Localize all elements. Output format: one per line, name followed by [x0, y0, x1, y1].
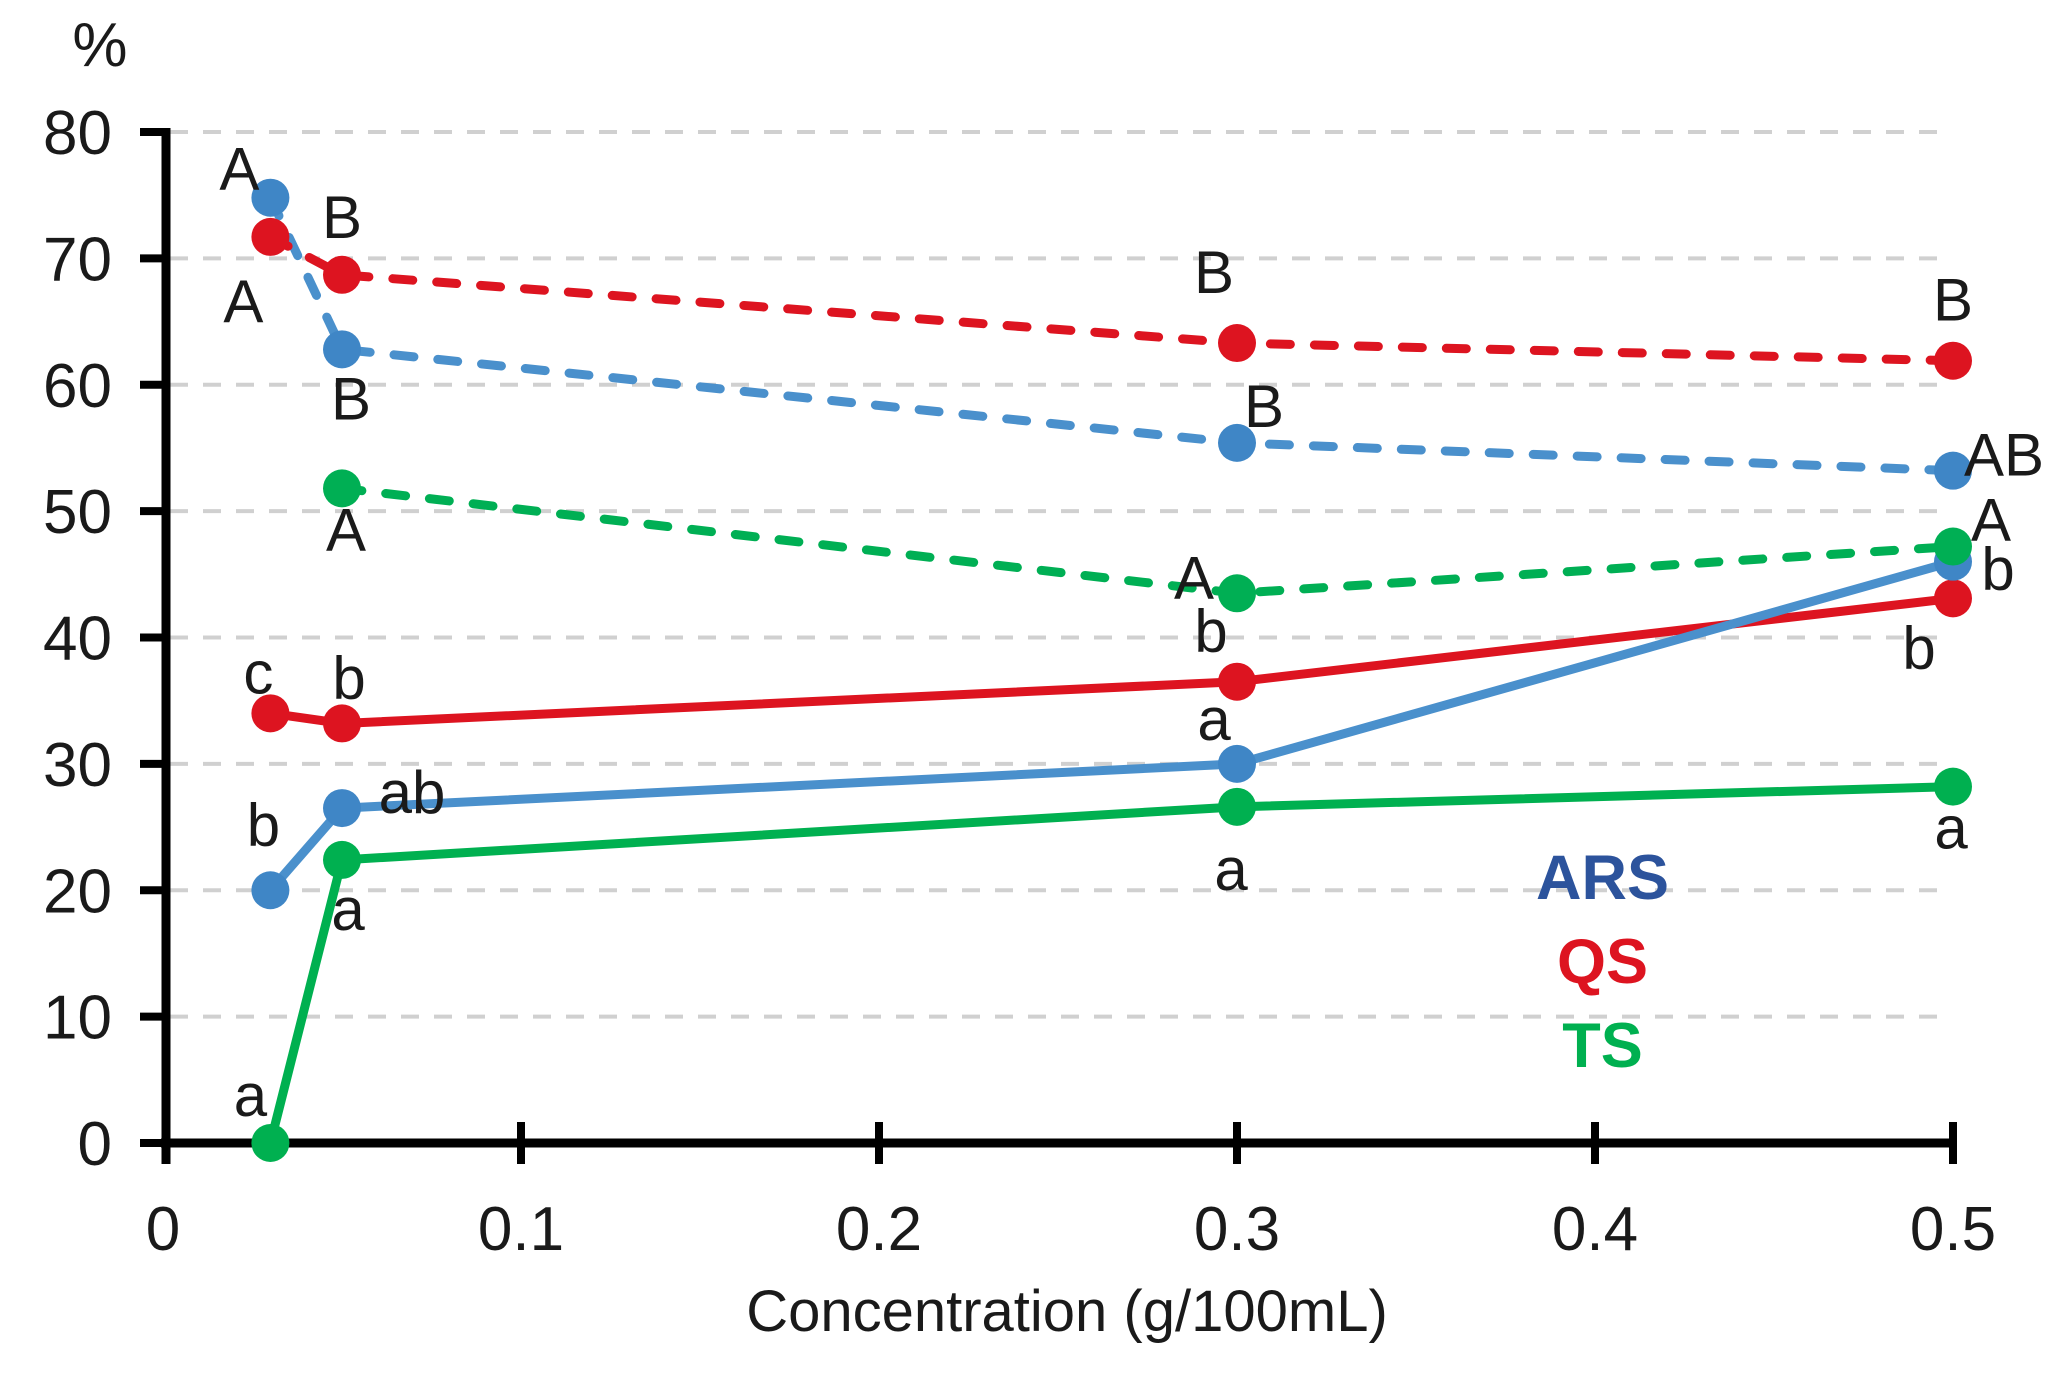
- data-point-ARS-dashed-0.3: [1218, 423, 1256, 462]
- data-point-QS-solid-0.5: [1934, 579, 1972, 618]
- y-tick-label-60: 60: [43, 352, 112, 421]
- data-point-QS-dashed-0.03: [251, 217, 290, 256]
- data-point-ARS-dashed-0.03: [251, 178, 290, 217]
- series-line-TS-dashed: [337, 483, 1958, 598]
- y-tick-label-10: 10: [43, 984, 112, 1053]
- data-point-TS-solid-0.5: [1934, 767, 1972, 806]
- y-tick-label-40: 40: [43, 605, 112, 674]
- stat-label-ARS-dashed-0.03: A: [219, 136, 259, 203]
- y-tick-label-30: 30: [43, 731, 112, 800]
- stat-label-QS-solid-0.03: c: [243, 639, 273, 706]
- chart-legend: ARS QS TS: [1455, 836, 1750, 1088]
- data-point-QS-solid-0.3: [1218, 662, 1256, 701]
- y-axis-unit-label: %: [72, 11, 128, 80]
- stat-label-TS-dashed-0.05: A: [326, 496, 366, 563]
- stat-label-ARS-dashed-0.05: B: [331, 365, 371, 432]
- legend-item-qs: QS: [1556, 927, 1649, 997]
- data-point-TS-solid-0.3: [1218, 787, 1256, 826]
- stat-label-TS-dashed-0.3: A: [1174, 544, 1214, 611]
- data-point-QS-dashed-0.5: [1934, 341, 1972, 380]
- stat-label-QS-dashed-0.5: B: [1933, 267, 1973, 334]
- x-tick-label-0.4: 0.4: [1552, 1195, 1638, 1264]
- stat-label-QS-dashed-0.03: A: [223, 268, 263, 335]
- data-point-TS-dashed-0.05: [323, 469, 361, 508]
- x-tick-label-0.5: 0.5: [1910, 1195, 1996, 1264]
- data-point-TS-solid-0.03: [251, 1124, 290, 1162]
- x-axis-title: Concentration (g/100mL): [746, 1279, 1388, 1344]
- x-tick-label-0.1: 0.1: [478, 1195, 564, 1264]
- stat-label-QS-solid-0.05: b: [332, 644, 365, 711]
- y-tick-label-20: 20: [43, 857, 112, 926]
- legend-item-ts: TS: [1562, 1011, 1643, 1081]
- stat-label-ARS-dashed-0.5: AB: [1964, 422, 2044, 489]
- stat-label-TS-solid-0.03: a: [234, 1062, 268, 1129]
- stat-label-TS-solid-0.3: a: [1214, 836, 1248, 903]
- stat-label-TS-dashed-0.5: A: [1971, 487, 2011, 554]
- x-tick-label-0: 0: [146, 1195, 180, 1264]
- data-point-TS-dashed-0.5: [1934, 527, 1972, 566]
- data-point-ARS-solid-0.05: [323, 789, 361, 828]
- stat-label-ARS-solid-0.05: ab: [379, 759, 446, 826]
- y-tick-label-50: 50: [43, 478, 112, 547]
- series-line-TS-solid: [266, 782, 1954, 1145]
- data-point-ARS-dashed-0.5: [1934, 451, 1972, 490]
- data-point-ARS-dashed-0.05: [323, 330, 361, 369]
- stat-label-ARS-solid-0.03: b: [247, 791, 280, 858]
- y-tick-label-80: 80: [43, 99, 112, 168]
- y-tick-label-0: 0: [78, 1110, 112, 1179]
- x-tick-label-0.2: 0.2: [836, 1195, 922, 1264]
- stat-label-QS-dashed-0.3: B: [1194, 239, 1234, 306]
- stat-label-ARS-solid-0.5: b: [1981, 536, 2014, 603]
- data-point-QS-dashed-0.05: [323, 255, 361, 294]
- series-line-ARS-solid: [267, 557, 1955, 894]
- data-point-TS-dashed-0.3: [1218, 574, 1256, 613]
- legend-item-ars: ARS: [1535, 843, 1669, 913]
- stat-label-QS-dashed-0.05: B: [322, 184, 362, 251]
- stat-label-QS-solid-0.5: b: [1902, 614, 1935, 681]
- data-point-QS-dashed-0.3: [1218, 324, 1256, 363]
- stat-label-TS-solid-0.05: a: [331, 876, 365, 943]
- series-line-QS-solid: [269, 593, 1954, 728]
- data-point-QS-solid-0.03: [251, 694, 290, 733]
- stat-label-TS-solid-0.5: a: [1934, 795, 1968, 862]
- data-point-TS-solid-0.05: [323, 840, 361, 879]
- data-point-ARS-solid-0.3: [1218, 744, 1256, 783]
- series-line-ARS-dashed: [265, 193, 1958, 476]
- stat-label-ARS-solid-0.3: a: [1197, 686, 1231, 753]
- y-tick-label-70: 70: [43, 225, 112, 294]
- stat-label-QS-solid-0.3: b: [1194, 598, 1227, 665]
- series-line-QS-dashed: [265, 232, 1958, 366]
- data-point-QS-solid-0.05: [323, 704, 361, 743]
- data-point-ARS-solid-0.03: [251, 871, 290, 910]
- x-tick-label-0.3: 0.3: [1194, 1195, 1280, 1264]
- stat-label-ARS-dashed-0.3: B: [1244, 373, 1284, 440]
